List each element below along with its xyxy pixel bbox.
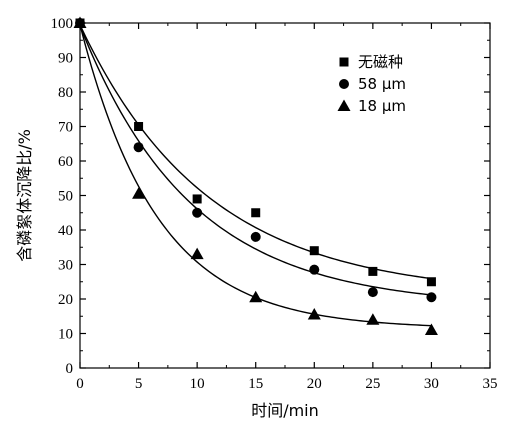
y-tick-label: 80 (58, 85, 73, 101)
x-tick-label: 30 (424, 376, 439, 392)
legend-marker-circle (339, 79, 349, 89)
legend-marker-triangle (337, 99, 351, 111)
data-point-triangle (424, 323, 438, 336)
legend: 无磁种 58 μm 18 μm (337, 53, 406, 115)
x-tick-label: 10 (190, 376, 205, 392)
legend-label: 无磁种 (358, 53, 403, 71)
y-tick-label: 100 (51, 16, 74, 32)
data-point-square (426, 277, 436, 287)
y-tick-label: 90 (58, 51, 73, 67)
y-tick-label: 0 (66, 361, 74, 377)
data-point-square (134, 122, 144, 131)
x-tick-label: 0 (76, 376, 84, 392)
x-tick-label: 25 (365, 376, 380, 392)
data-point-circle (309, 264, 320, 275)
legend-label: 58 μm (358, 75, 406, 93)
data-point-square (309, 246, 319, 256)
fit-curve (79, 25, 432, 296)
data-point-circle (133, 142, 144, 153)
data-point-triangle (307, 308, 321, 320)
y-axis-title: 含磷絮体沉降比/% (15, 129, 34, 262)
data-point-square (251, 208, 261, 218)
y-tick-label: 60 (58, 154, 73, 170)
data-point-circle (367, 287, 378, 298)
data-point-circle (426, 292, 437, 303)
y-tick-label: 30 (58, 258, 73, 274)
data-point-circle (250, 231, 261, 242)
y-tick-label: 50 (58, 189, 73, 205)
y-tick-label: 70 (58, 120, 73, 136)
data-point-triangle (249, 290, 263, 303)
legend-label: 18 μm (358, 97, 406, 115)
data-point-triangle (73, 16, 87, 28)
x-tick-label: 5 (135, 376, 143, 392)
legend-marker-square (339, 57, 349, 67)
data-point-circle (192, 207, 203, 218)
data-point-triangle (366, 313, 380, 325)
axes: 0 5 10 15 20 25 30 35 0 10 20 30 40 50 60 70 80 90 100 (51, 16, 498, 392)
data-point-square (192, 194, 202, 204)
y-tick-label: 10 (58, 327, 73, 343)
data-point-triangle (190, 247, 204, 260)
data-point-square (368, 266, 378, 276)
data-point-triangle (132, 187, 146, 199)
data-points (73, 16, 438, 336)
x-tick-label: 20 (307, 376, 322, 392)
x-tick-label: 15 (248, 376, 263, 392)
x-axis-title: 时间/min (251, 401, 319, 420)
y-tick-label: 40 (58, 223, 73, 239)
y-tick-label: 20 (58, 292, 73, 308)
x-tick-label: 35 (483, 376, 498, 392)
